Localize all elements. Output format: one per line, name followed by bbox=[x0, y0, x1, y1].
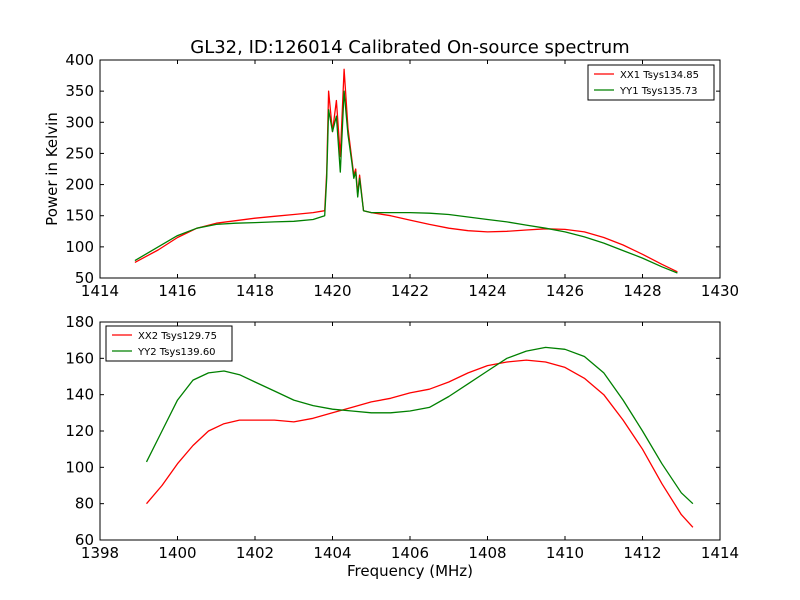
bottom-plot: 1398 1400 1402 1404 1406 1408 1410 1412 1414 60 80… bbox=[65, 313, 739, 580]
bottom-ytick-label: 80 bbox=[75, 495, 94, 513]
bottom-ytick-label: 180 bbox=[65, 313, 94, 331]
top-ytick-label: 250 bbox=[65, 144, 94, 162]
bottom-xlabel: Frequency (MHz) bbox=[347, 562, 473, 580]
bottom-ytick-label: 60 bbox=[75, 531, 94, 549]
top-ytick-label: 300 bbox=[65, 113, 94, 131]
top-legend: XX1 Tsys134.85 YY1 Tsys135.73 bbox=[587, 64, 715, 101]
top-xtick-label: 1428 bbox=[623, 282, 661, 300]
legend-label-xx1: XX1 Tsys134.85 bbox=[620, 70, 699, 81]
bottom-ytick-label: 120 bbox=[65, 422, 94, 440]
bottom-xtick-label: 1410 bbox=[546, 544, 584, 562]
top-ytick-label: 350 bbox=[65, 82, 94, 100]
bottom-ytick-label: 100 bbox=[65, 458, 94, 476]
top-ytick-label: 100 bbox=[65, 238, 94, 256]
bottom-ytick-label: 140 bbox=[65, 386, 94, 404]
bottom-xtick-label: 1404 bbox=[313, 544, 351, 562]
top-xtick-label: 1422 bbox=[391, 282, 429, 300]
top-ylabel: Power in Kelvin bbox=[43, 112, 61, 226]
top-xtick-label: 1416 bbox=[158, 282, 196, 300]
top-ytick-label: 50 bbox=[75, 269, 94, 287]
top-plot: 1414 1416 1418 1420 1422 1424 1426 1428 1430 50 10… bbox=[43, 51, 739, 300]
top-xtick-label: 1418 bbox=[236, 282, 274, 300]
bottom-xtick-label: 1400 bbox=[158, 544, 196, 562]
top-xtick-label: 1426 bbox=[546, 282, 584, 300]
top-ytick-label: 150 bbox=[65, 207, 94, 225]
legend-label-yy2: YY2 Tsys139.60 bbox=[137, 347, 216, 358]
legend-label-yy1: YY1 Tsys135.73 bbox=[619, 86, 698, 97]
bottom-xtick-label: 1408 bbox=[468, 544, 506, 562]
bottom-legend: XX2 Tsys129.75 YY2 Tsys139.60 bbox=[105, 325, 233, 362]
bottom-xtick-label: 1398 bbox=[81, 544, 119, 562]
bottom-xtick-label: 1406 bbox=[391, 544, 429, 562]
top-series-line-1 bbox=[134, 90, 678, 274]
top-xtick-label: 1420 bbox=[313, 282, 351, 300]
bottom-series-line-1 bbox=[145, 346, 694, 505]
chart-title: GL32, ID:126014 Calibrated On-source spe… bbox=[190, 37, 629, 58]
bottom-ytick-label: 160 bbox=[65, 349, 94, 367]
top-xtick-label: 1424 bbox=[468, 282, 506, 300]
bottom-xtick-label: 1414 bbox=[701, 544, 739, 562]
top-xtick-label: 1414 bbox=[81, 282, 119, 300]
bottom-xtick-label: 1412 bbox=[623, 544, 661, 562]
bottom-series-line-0 bbox=[146, 359, 694, 528]
top-ytick-label: 200 bbox=[65, 176, 94, 194]
bottom-xtick-label: 1402 bbox=[236, 544, 274, 562]
top-xtick-label: 1430 bbox=[701, 282, 739, 300]
top-ytick-label: 400 bbox=[65, 51, 94, 69]
legend-label-xx2: XX2 Tsys129.75 bbox=[138, 331, 217, 342]
